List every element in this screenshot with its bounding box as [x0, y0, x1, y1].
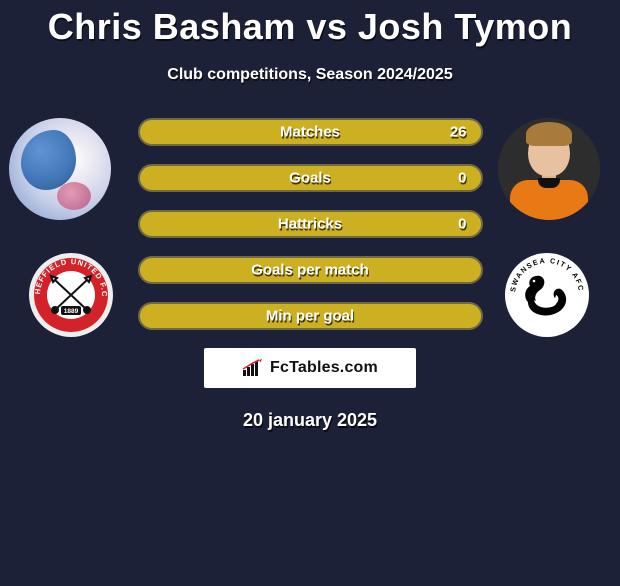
stat-bars: Matches 26 Goals 0 Hattricks 0 Goals per… [138, 118, 483, 330]
date-caption: 20 january 2025 [0, 410, 620, 431]
stat-label: Matches [280, 124, 340, 141]
svg-text:1889: 1889 [64, 308, 79, 315]
subtitle: Club competitions, Season 2024/2025 [0, 66, 620, 84]
stat-label: Hattricks [278, 216, 342, 233]
bars-icon [242, 359, 264, 377]
stat-bar: Goals 0 [138, 164, 483, 192]
stat-bar: Goals per match [138, 256, 483, 284]
stat-label: Goals [289, 170, 331, 187]
stat-label: Goals per match [251, 262, 369, 279]
stat-bar: Hattricks 0 [138, 210, 483, 238]
player-right-avatar [498, 118, 600, 220]
club-badge-right: SWANSEA CITY AFC [504, 252, 590, 338]
stat-bar: Min per goal [138, 302, 483, 330]
page-title: Chris Basham vs Josh Tymon [0, 6, 620, 48]
player-left-avatar [9, 118, 111, 220]
club-badge-left: 1889 SHEFFIELD UNITED F.C. [28, 252, 114, 338]
stat-right-value: 0 [458, 216, 466, 233]
stat-right-value: 26 [450, 124, 467, 141]
comparison-stage: 1889 SHEFFIELD UNITED F.C. [0, 118, 620, 431]
source-logo: FcTables.com [204, 348, 416, 388]
stat-right-value: 0 [458, 170, 466, 187]
stat-label: Min per goal [266, 308, 354, 325]
source-logo-text: FcTables.com [270, 359, 378, 377]
stat-bar: Matches 26 [138, 118, 483, 146]
